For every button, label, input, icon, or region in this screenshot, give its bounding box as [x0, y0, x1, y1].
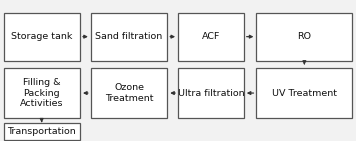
Text: Sand filtration: Sand filtration	[95, 32, 163, 41]
Text: Storage tank: Storage tank	[11, 32, 73, 41]
FancyBboxPatch shape	[256, 13, 352, 61]
FancyBboxPatch shape	[178, 68, 244, 118]
Text: ACF: ACF	[202, 32, 220, 41]
Text: Filling &
Packing
Activities: Filling & Packing Activities	[20, 78, 64, 108]
FancyBboxPatch shape	[178, 13, 244, 61]
Text: Ultra filtration: Ultra filtration	[178, 89, 244, 98]
FancyBboxPatch shape	[91, 68, 167, 118]
Text: UV Treatment: UV Treatment	[272, 89, 337, 98]
FancyBboxPatch shape	[4, 123, 80, 140]
Text: Transportation: Transportation	[7, 127, 76, 136]
FancyBboxPatch shape	[4, 68, 80, 118]
Text: RO: RO	[297, 32, 312, 41]
FancyBboxPatch shape	[91, 13, 167, 61]
FancyBboxPatch shape	[256, 68, 352, 118]
FancyBboxPatch shape	[4, 13, 80, 61]
Text: Ozone
Treatment: Ozone Treatment	[105, 83, 153, 103]
